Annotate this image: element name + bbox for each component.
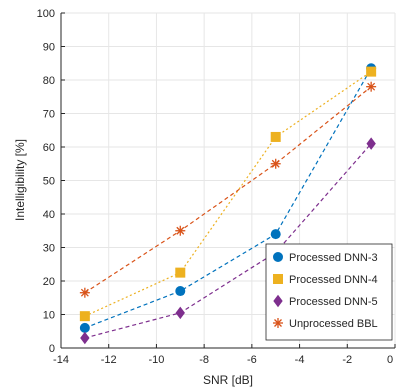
y-tick-label: 70 bbox=[43, 109, 55, 121]
legend-marker bbox=[273, 274, 283, 284]
y-tick-label: 90 bbox=[43, 42, 55, 54]
y-tick-label: 50 bbox=[43, 176, 55, 188]
y-tick-label: 20 bbox=[43, 276, 55, 288]
legend-label: Processed DNN-3 bbox=[289, 252, 378, 264]
data-point bbox=[366, 137, 376, 150]
data-point bbox=[270, 158, 281, 169]
data-point bbox=[79, 322, 90, 333]
series-line-1 bbox=[84, 67, 372, 329]
y-tick-label: 80 bbox=[43, 75, 55, 87]
y-tick-label: 60 bbox=[43, 142, 55, 154]
y-tick-label: 40 bbox=[43, 209, 55, 221]
legend-marker bbox=[273, 252, 283, 262]
x-tick-label: -12 bbox=[101, 354, 117, 366]
y-tick-label: 30 bbox=[43, 243, 55, 255]
series-line-3 bbox=[84, 143, 372, 339]
legend: Processed DNN-3 Processed DNN-4 Processed … bbox=[265, 243, 393, 341]
data-point bbox=[175, 286, 186, 297]
x-tick-label: -6 bbox=[247, 354, 257, 366]
legend-label: Processed DNN-5 bbox=[289, 296, 378, 308]
data-point bbox=[175, 267, 186, 278]
data-point bbox=[270, 131, 281, 142]
legend-label: Processed DNN-4 bbox=[289, 274, 378, 286]
x-tick-label: -8 bbox=[199, 354, 209, 366]
y-axis-title: Intelligibility [%] bbox=[13, 139, 27, 221]
data-point bbox=[79, 287, 90, 298]
data-point bbox=[175, 306, 185, 320]
x-tick-label: -10 bbox=[148, 354, 164, 366]
legend-box bbox=[265, 243, 393, 341]
grid bbox=[60, 12, 396, 349]
y-tick-label: 10 bbox=[43, 310, 55, 322]
data-point bbox=[79, 311, 90, 322]
series-line-2 bbox=[84, 71, 372, 317]
x-tick-label: -2 bbox=[342, 354, 352, 366]
series-line-4 bbox=[84, 86, 372, 294]
x-axis-title: SNR [dB] bbox=[203, 373, 253, 387]
y-tick-label: 0 bbox=[49, 343, 55, 355]
legend-marker bbox=[273, 318, 283, 328]
x-tick-label: -4 bbox=[295, 354, 305, 366]
data-point bbox=[80, 331, 90, 345]
axes: -14 -12 -10 -8 -6 -4 -2 0 0 10 20 30 40 50 60 70 80 90 100 bbox=[37, 8, 396, 366]
data-point bbox=[175, 225, 186, 236]
y-tick-label: 100 bbox=[37, 8, 55, 20]
data-point bbox=[366, 81, 377, 92]
data-point bbox=[270, 229, 281, 240]
x-tick-label: -14 bbox=[53, 354, 69, 366]
legend-label: Unprocessed BBL bbox=[289, 318, 378, 330]
legend-marker bbox=[273, 294, 283, 308]
x-tick-label: 0 bbox=[387, 354, 393, 366]
data-point bbox=[366, 66, 377, 77]
